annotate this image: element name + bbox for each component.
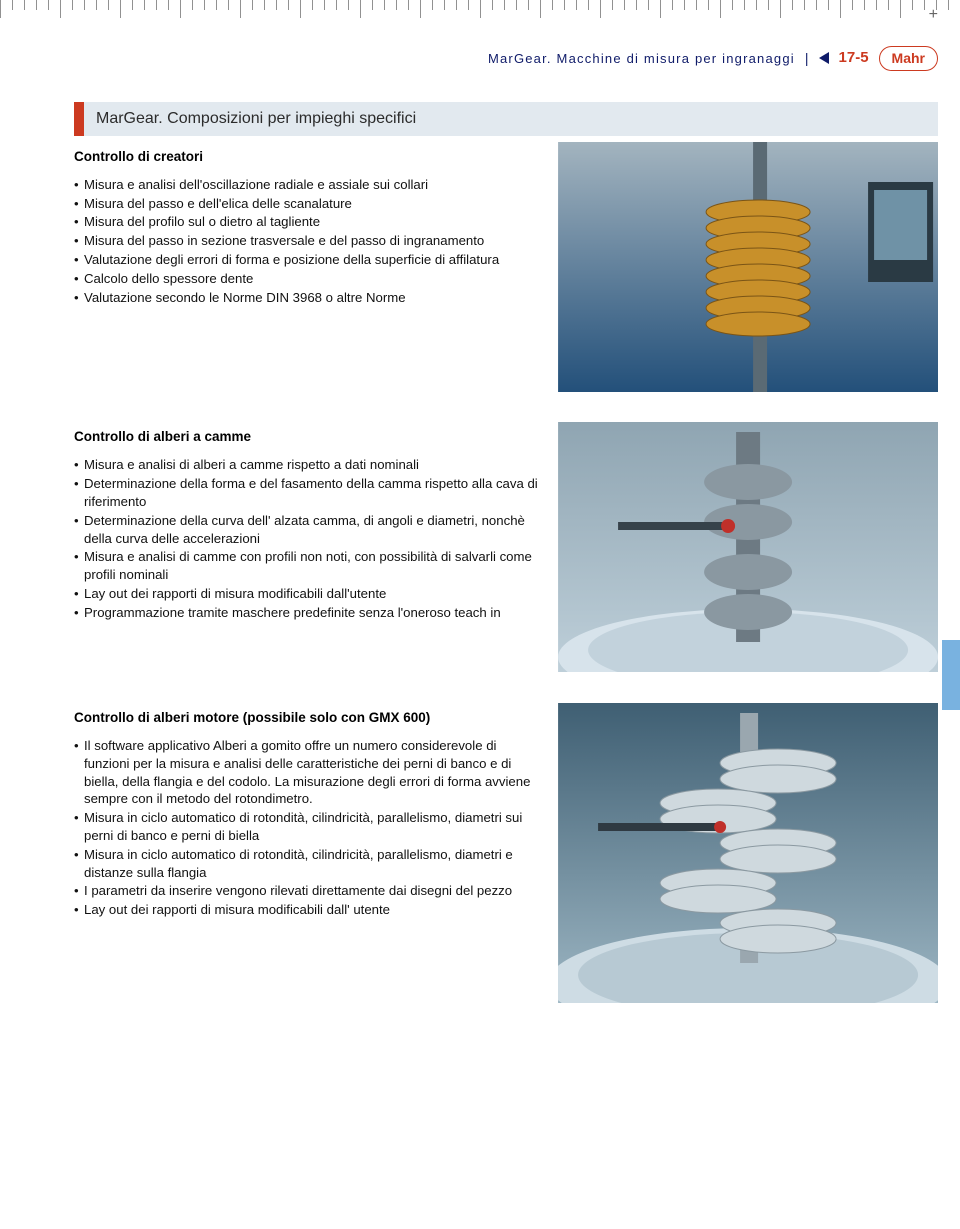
bullet-item: Determinazione della forma e del fasamen… [74, 475, 540, 511]
page-title: MarGear. Composizioni per impieghi speci… [84, 102, 938, 136]
bullet-item: Misura del passo in sezione trasversale … [74, 232, 540, 250]
bullet-item: Lay out dei rapporti di misura modificab… [74, 585, 540, 603]
section-figure [558, 422, 938, 677]
header-separator: | [805, 49, 809, 68]
bullet-list: Il software applicativo Alberi a gomito … [74, 737, 540, 919]
section-figure [558, 703, 938, 1008]
triangle-left-icon [819, 52, 829, 64]
section-row: Controllo di alberi a camme Misura e anal… [74, 422, 938, 677]
section-text: Controllo di alberi a camme Misura e anal… [74, 422, 540, 623]
page-header: MarGear. Macchine di misura per ingranag… [74, 46, 938, 71]
bullet-item: I parametri da inserire vengono rilevati… [74, 882, 540, 900]
bullet-item: Misura e analisi di alberi a camme rispe… [74, 456, 540, 474]
bullet-item: Determinazione della curva dell' alzata … [74, 512, 540, 548]
bullet-item: Lay out dei rapporti di misura modificab… [74, 901, 540, 919]
bullet-item: Valutazione secondo le Norme DIN 3968 o … [74, 289, 540, 307]
section-row: Controllo di creatori Misura e analisi de… [74, 142, 938, 397]
section-heading: Controllo di alberi motore (possibile so… [74, 709, 540, 727]
section-heading: Controllo di alberi a camme [74, 428, 540, 446]
bullet-item: Calcolo dello spessore dente [74, 270, 540, 288]
bullet-item: Misura in ciclo automatico di rotondità,… [74, 809, 540, 845]
bullet-list: Misura e analisi di alberi a camme rispe… [74, 456, 540, 621]
top-ruler [0, 0, 960, 22]
bullet-item: Programmazione tramite maschere predefin… [74, 604, 540, 622]
bullet-item: Misura e analisi di camme con profili no… [74, 548, 540, 584]
side-tab [942, 640, 960, 710]
section-heading: Controllo di creatori [74, 148, 540, 166]
figure-hob-icon [558, 142, 938, 392]
bullet-item: Misura del profilo sul o dietro al tagli… [74, 213, 540, 231]
crop-mark-icon: + [929, 4, 938, 26]
header-title: MarGear. Macchine di misura per ingranag… [488, 50, 795, 68]
bullet-item: Valutazione degli errori di forma e posi… [74, 251, 540, 269]
bullet-item: Misura del passo e dell'elica delle scan… [74, 195, 540, 213]
section-row: Controllo di alberi motore (possibile so… [74, 703, 938, 1008]
section-text: Controllo di creatori Misura e analisi de… [74, 142, 540, 308]
bullet-list: Misura e analisi dell'oscillazione radia… [74, 176, 540, 307]
figure-crankshaft-icon [558, 703, 938, 1003]
bullet-item: Il software applicativo Alberi a gomito … [74, 737, 540, 808]
section-text: Controllo di alberi motore (possibile so… [74, 703, 540, 920]
figure-camshaft-icon [558, 422, 938, 672]
bullet-item: Misura in ciclo automatico di rotondità,… [74, 846, 540, 882]
page-title-bar: MarGear. Composizioni per impieghi speci… [74, 102, 938, 136]
title-tab-accent [74, 102, 84, 136]
brand-badge: Mahr [879, 46, 938, 71]
content-area: MarGear. Composizioni per impieghi speci… [74, 102, 938, 1199]
bullet-item: Misura e analisi dell'oscillazione radia… [74, 176, 540, 194]
section-figure [558, 142, 938, 397]
page-number: 17-5 [839, 48, 869, 68]
